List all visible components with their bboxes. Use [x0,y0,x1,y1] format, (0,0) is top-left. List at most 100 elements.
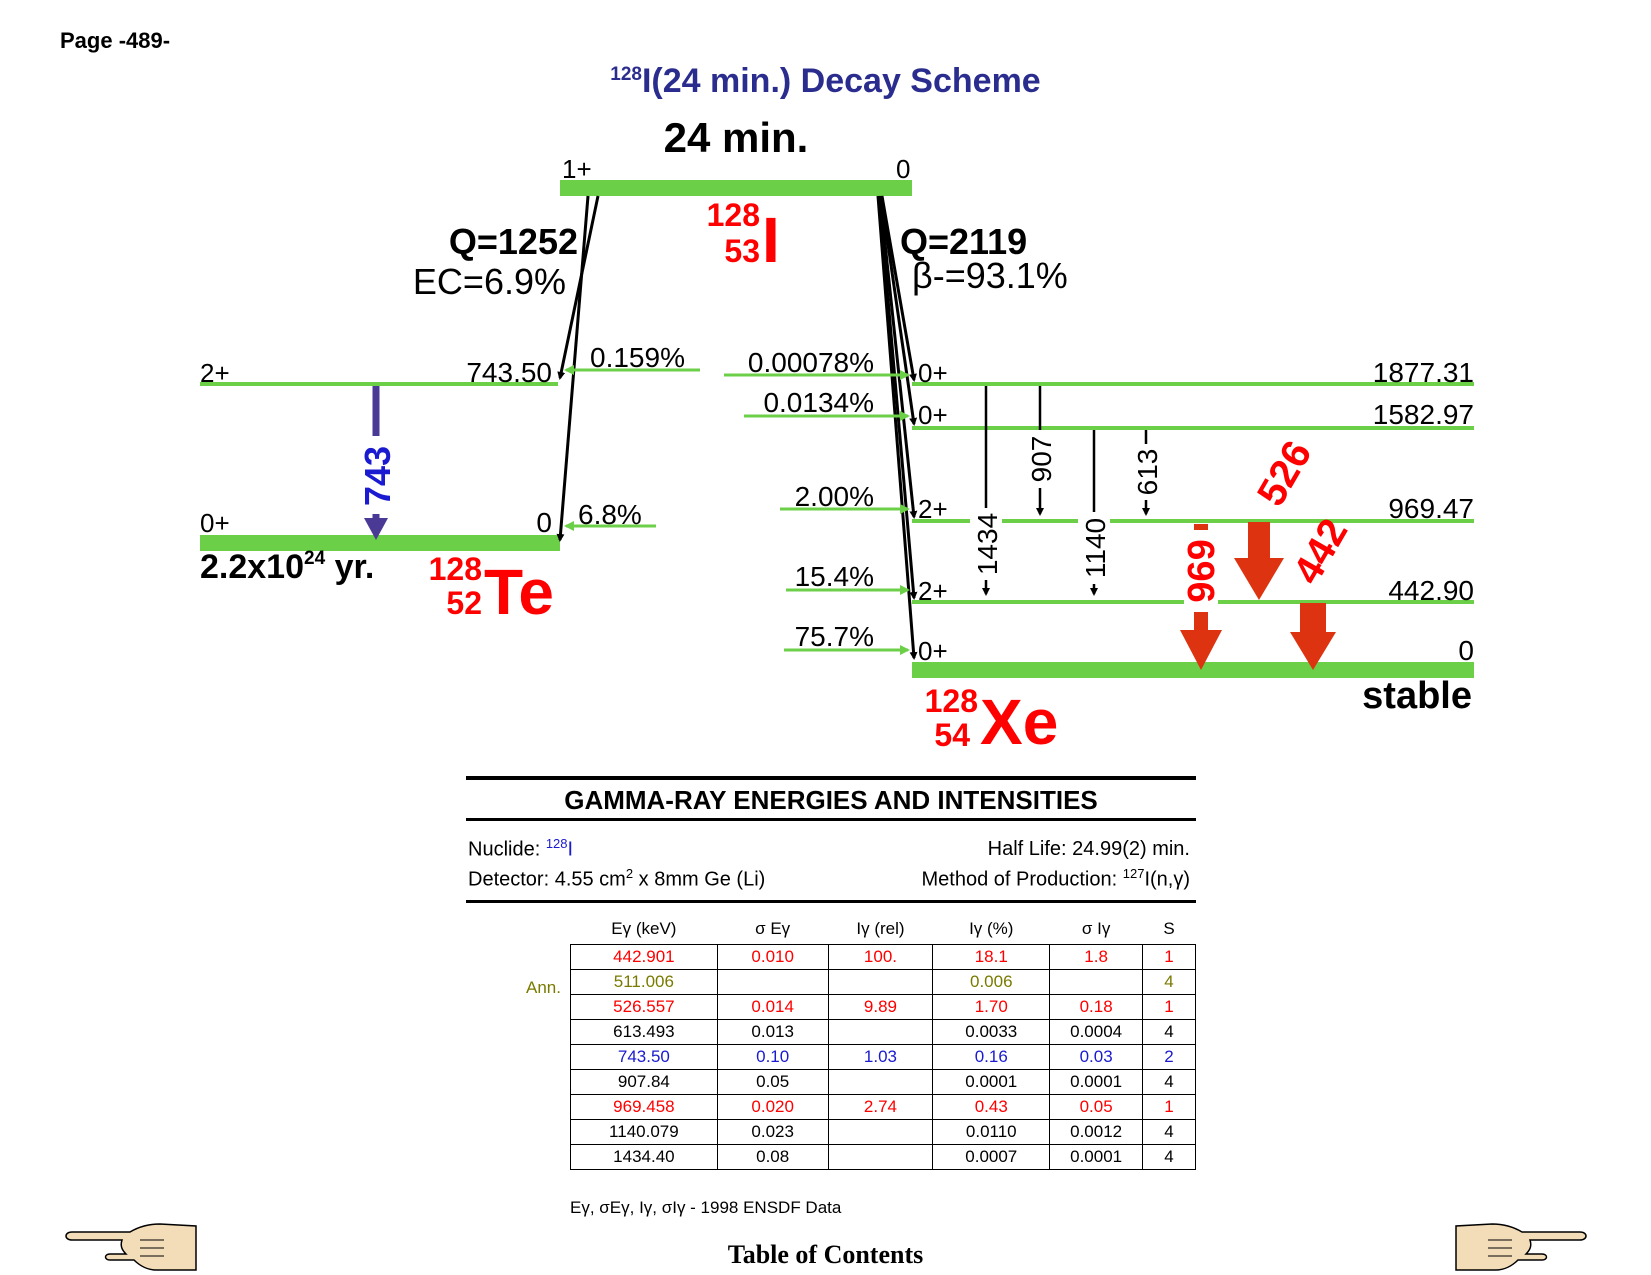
te-atomic-number: 52 [446,585,482,621]
gamma-907-label: 907 [1026,436,1057,483]
gamma-ray-table: Eγ (keV) σ Eγ Iγ (rel) Iγ (%) σ Iγ S 442.901 0… [570,914,1196,1170]
te-symbol: Te [484,556,554,628]
te-mass-number: 128 [429,551,482,587]
column-header: S [1163,919,1175,938]
table-cell: 4 [1142,1144,1196,1170]
table-cell: 4 [1142,1069,1196,1095]
xe-ground-spin: 0+ [918,636,948,666]
parent-spin-right: 0 [896,154,910,184]
gamma-1434-label: 1434 [972,513,1003,575]
table-cell [827,1144,934,1170]
table-of-contents-link[interactable]: Table of Contents [727,1240,924,1269]
table-row: 907.84 0.05 0.0001 0.0001 4 [570,1069,1196,1095]
xe-mass-number: 128 [925,683,978,719]
table-heading: GAMMA-RAY ENERGIES AND INTENSITIES [564,785,1098,815]
ec-arrow-743 [557,195,600,380]
table-cell: 613.493 [570,1019,718,1045]
column-header: σ Iγ [1081,919,1111,938]
column-header: Iγ (rel) [856,919,905,938]
table-cell: 0.18 [1049,994,1144,1020]
xe-level-442-energy: 442.90 [1388,575,1474,606]
table-row: 743.50 0.10 1.03 0.16 0.03 2 [570,1044,1196,1070]
table-cell: 907.84 [570,1069,718,1095]
xe-symbol: Xe [980,686,1058,758]
table-cell: 0.43 [932,1094,1051,1120]
feed-label-xe-1877: 0.00078% [748,347,874,378]
table-cell: 2 [1142,1044,1196,1070]
feed-label-xe-442: 15.4% [795,561,874,592]
table-cell: 0.05 [716,1069,829,1095]
table-cell: 0.0033 [932,1019,1051,1045]
table-cell: 1 [1142,994,1196,1020]
ec-branching: EC=6.9% [413,261,566,302]
table-cell: 0.0001 [1049,1069,1144,1095]
production-label: Method of Production: 127I(n,γ) [921,866,1191,891]
xe-level-1582-energy: 1582.97 [1373,399,1474,430]
gamma-442-label: 442 [1285,512,1356,592]
table-cell [827,1019,934,1045]
table-row: 442.901 0.010 100. 18.1 1.8 1 [570,944,1196,970]
table-cell [827,1069,934,1095]
pointing-hand-right-icon[interactable] [1452,1218,1592,1274]
xe-level-442-spin: 2+ [918,576,948,606]
gamma-442-shaft [1300,603,1326,635]
annihilation-label: Ann. [526,978,561,997]
pointing-hand-left-icon[interactable] [60,1218,200,1274]
table-cell: 526.557 [570,994,718,1020]
nuclide-label: Nuclide: 128I [468,836,574,861]
table-cell: 0.08 [716,1144,829,1170]
page-label: Page -489- [60,28,171,53]
gamma-1140-label: 1140 [1080,518,1111,578]
table-cell [1049,969,1144,995]
beta-arrow-442 [877,195,918,600]
table-row: 969.458 0.020 2.74 0.43 0.05 1 [570,1094,1196,1120]
te-half-life: 2.2x1024 yr. [200,548,374,586]
gamma-526-label: 526 [1249,434,1320,514]
parent-mass-number: 128 [707,197,760,233]
gamma-969-head [1180,630,1222,670]
feed-label-te-ground: 6.8% [578,499,642,530]
table-cell: 0.16 [932,1044,1051,1070]
parent-symbol: I [762,204,780,276]
parent-level-bar [560,180,912,196]
table-cell: 18.1 [932,944,1051,970]
table-cell: 0.020 [716,1094,829,1120]
table-heading-rule [466,818,1196,821]
ec-q-value: Q=1252 [449,221,578,262]
table-cell: 1.8 [1049,944,1144,970]
table-cell: 0.0001 [1049,1144,1144,1170]
table-row: 1434.40 0.08 0.0007 0.0001 4 [570,1144,1196,1170]
feed-label-xe-1582: 0.0134% [763,387,874,418]
gamma-526-shaft [1248,522,1270,560]
xe-level-1582-spin: 0+ [918,400,948,430]
data-source-footnote: Eγ, σEγ, Iγ, σIγ - 1998 ENSDF Data [570,1198,842,1217]
te-gamma-743-head [364,518,388,540]
table-cell: 1 [1142,944,1196,970]
table-cell: 9.89 [827,994,934,1020]
parent-half-life: 24 min. [664,114,809,161]
xe-atomic-number: 54 [934,717,970,753]
beta-arrow-969 [878,195,918,519]
feed-label-xe-969: 2.00% [795,481,874,512]
table-cell: 0.010 [716,944,829,970]
table-cell: 0.014 [716,994,829,1020]
table-cell: 4 [1142,1019,1196,1045]
te-ground-level [200,535,560,551]
table-cell: 4 [1142,969,1196,995]
table-cell: 2.74 [827,1094,934,1120]
half-life-label: Half Life: 24.99(2) min. [987,838,1190,860]
table-cell: 442.901 [570,944,718,970]
table-cell: 4 [1142,1119,1196,1145]
beta-arrow-1582 [879,195,918,426]
table-row: 613.493 0.013 0.0033 0.0004 4 [570,1019,1196,1045]
table-row: 526.557 0.014 9.89 1.70 0.18 1 [570,994,1196,1020]
table-cell: 0.023 [716,1119,829,1145]
xe-ground-level [912,662,1474,678]
parent-atomic-number: 53 [724,233,760,269]
gamma-table-header: Eγ (keV) σ Eγ Iγ (rel) Iγ (%) σ Iγ S [571,914,1196,945]
xe-level-969-spin: 2+ [918,494,948,524]
te-ground-spin: 0+ [200,508,230,538]
table-cell: 0.013 [716,1019,829,1045]
table-cell: 1 [1142,1094,1196,1120]
xe-ground-energy: 0 [1458,635,1474,666]
